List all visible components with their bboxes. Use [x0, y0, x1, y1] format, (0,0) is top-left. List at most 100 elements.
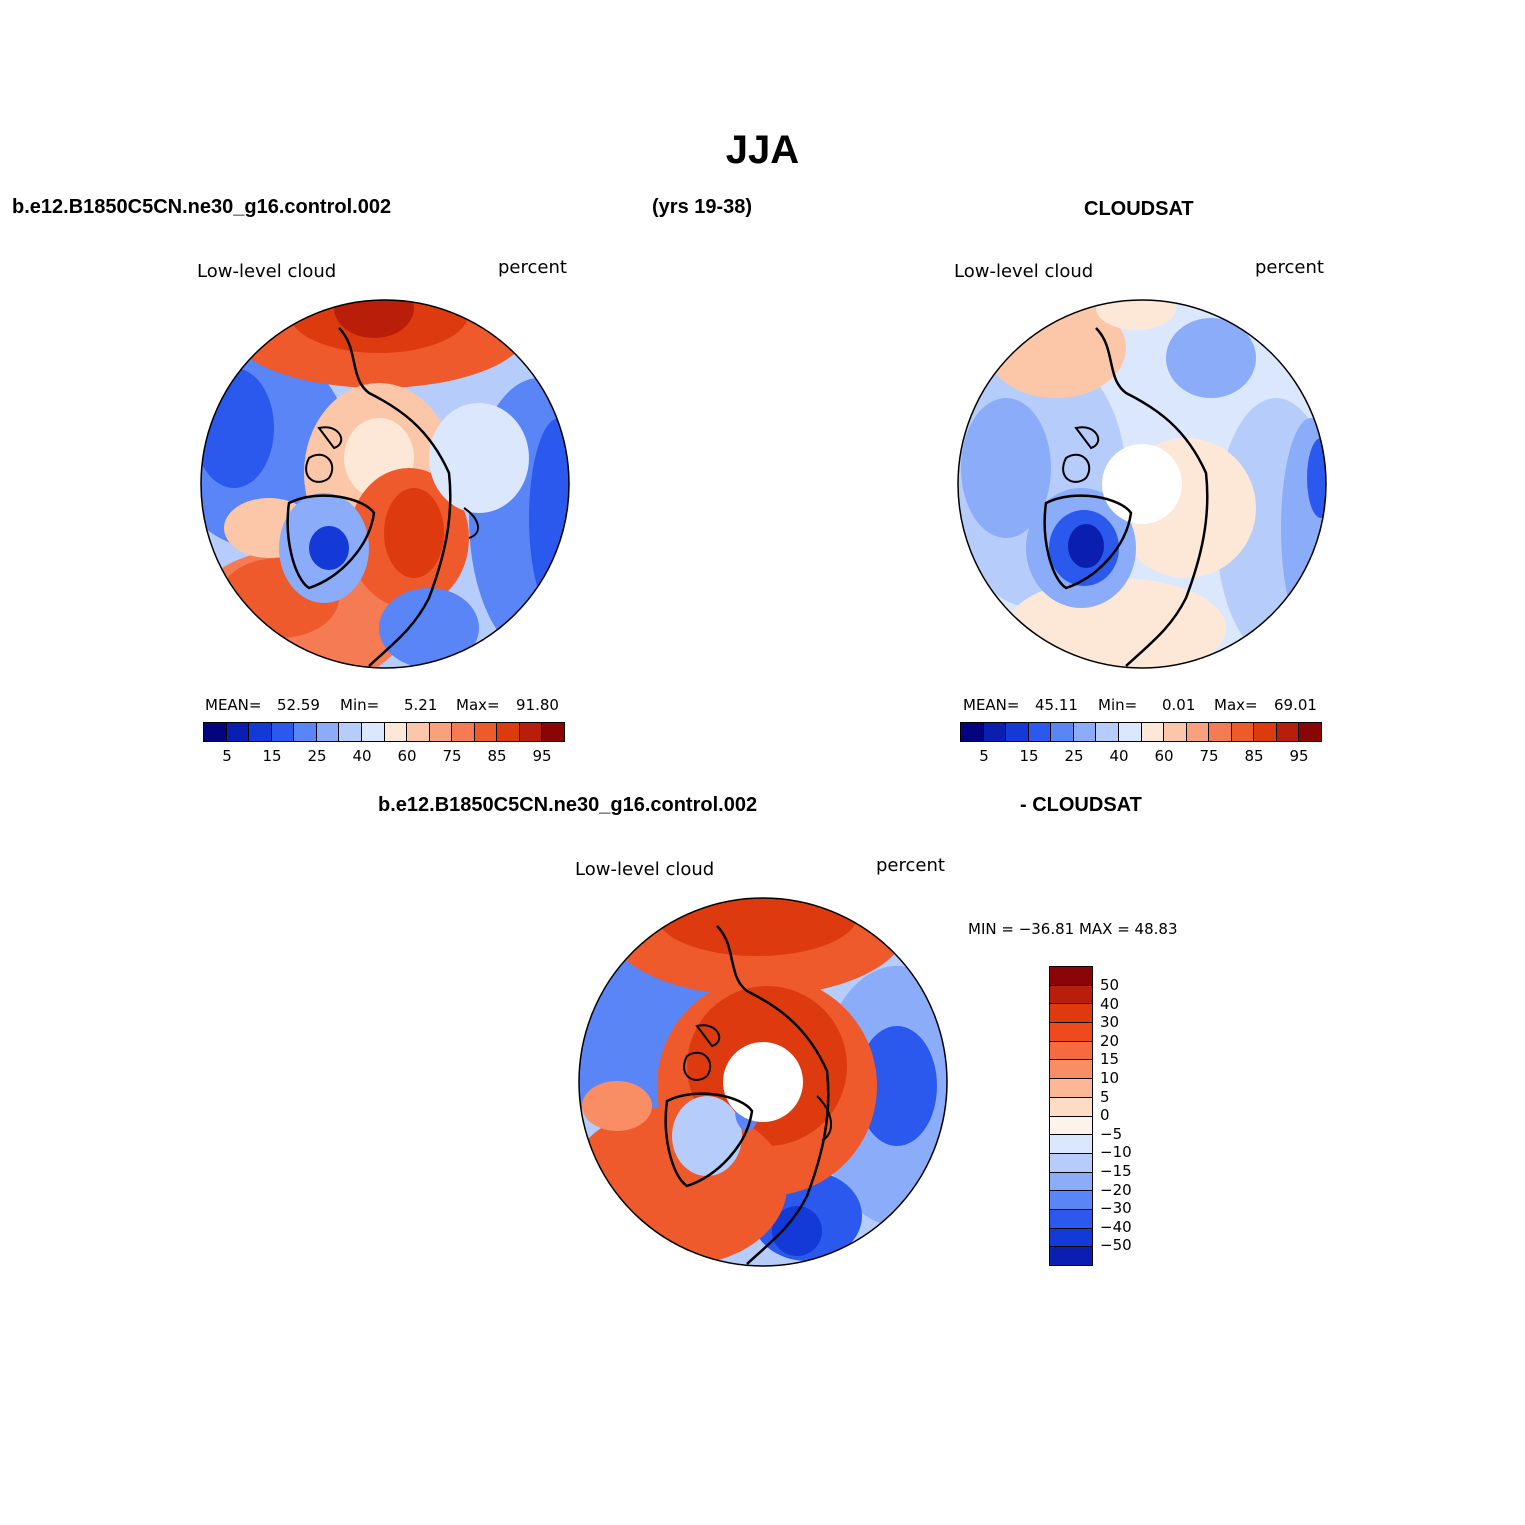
colorbar-tick-label: 85 [1244, 747, 1264, 765]
colorbar-swatch [1005, 723, 1028, 741]
colorbar-tick-label: 50 [1100, 976, 1120, 994]
model-colorbar [203, 722, 565, 742]
obs-variable-label: Low-level cloud [954, 261, 1094, 282]
colorbar-swatch [1050, 984, 1092, 1004]
colorbar-tick-label: 15 [1100, 1050, 1120, 1069]
obs-max-value: 69.01 [1274, 696, 1317, 714]
colorbar-swatch [315, 723, 339, 741]
years-label: (yrs 19-38) [652, 196, 753, 218]
colorbar-tick-label: 10 [1100, 1069, 1120, 1087]
colorbar-swatch [1140, 723, 1164, 741]
model-max-label: Max= [456, 696, 500, 714]
model-min-label: Min= [340, 696, 380, 714]
obs-polar-map [957, 299, 1327, 669]
colorbar-swatch [406, 723, 429, 741]
diff-variable-label: Low-level cloud [575, 859, 715, 880]
model-min-value: 5.21 [404, 696, 438, 714]
colorbar-swatch [1275, 723, 1299, 741]
model-max-value: 91.80 [516, 696, 559, 714]
colorbar-tick-label: 20 [1100, 1031, 1120, 1050]
diff-obs-name: - CLOUDSAT [1020, 794, 1142, 816]
colorbar-tick-label: −15 [1100, 1162, 1132, 1180]
model-units-label: percent [498, 257, 567, 278]
diff-minmax-text: MIN = −36.81 MAX = 48.83 [968, 920, 1178, 938]
model-polar-map [200, 299, 570, 669]
colorbar-tick-label: −5 [1100, 1124, 1123, 1143]
colorbar-swatch [1050, 1115, 1092, 1135]
colorbar-tick-label: 75 [442, 747, 462, 765]
colorbar-swatch [982, 723, 1006, 741]
colorbar-swatch [338, 723, 361, 741]
colorbar-swatch [1163, 723, 1186, 741]
colorbar-swatch [1050, 1227, 1092, 1247]
colorbar-swatch [1230, 723, 1254, 741]
diff-units-label: percent [876, 855, 945, 876]
diff-case-name: b.e12.B1850C5CN.ne30_g16.control.002 [378, 794, 758, 816]
obs-mean-value: 45.11 [1035, 696, 1078, 714]
obs-mean-label: MEAN= [963, 696, 1020, 714]
colorbar-swatch [270, 723, 294, 741]
colorbar-swatch [473, 723, 497, 741]
colorbar-swatch [1050, 967, 1092, 985]
colorbar-swatch [1050, 1003, 1092, 1023]
colorbar-tick-label: 15 [262, 747, 282, 765]
diff-colorbar [1049, 966, 1093, 1266]
obs-min-label: Min= [1098, 696, 1138, 714]
colorbar-tick-label: 25 [307, 747, 327, 765]
colorbar-swatch [1050, 723, 1073, 741]
colorbar-tick-label: 5 [1100, 1087, 1110, 1106]
colorbar-tick-label: −20 [1100, 1180, 1132, 1199]
colorbar-tick-label: 5 [979, 747, 989, 765]
colorbar-tick-label: 30 [1100, 1013, 1120, 1032]
colorbar-tick-label: −10 [1100, 1143, 1132, 1162]
colorbar-tick-label: 15 [1019, 747, 1039, 765]
colorbar-swatch [1050, 1059, 1092, 1079]
figure-title: JJA [725, 128, 800, 172]
colorbar-swatch [1050, 1208, 1092, 1228]
colorbar-tick-label: 85 [487, 747, 507, 765]
colorbar-swatch [1050, 1040, 1092, 1060]
colorbar-swatch [1050, 1246, 1092, 1265]
colorbar-swatch [1185, 723, 1209, 741]
colorbar-swatch [1050, 1134, 1092, 1153]
colorbar-swatch [961, 723, 983, 741]
colorbar-tick-label: 40 [1100, 994, 1120, 1013]
obs-colorbar [960, 722, 1322, 742]
colorbar-tick-label: 95 [1289, 747, 1309, 765]
colorbar-swatch [360, 723, 384, 741]
obs-max-label: Max= [1214, 696, 1258, 714]
colorbar-swatch [1298, 723, 1321, 741]
colorbar-swatch [1050, 1078, 1092, 1097]
diff-polar-map [578, 897, 948, 1267]
colorbar-swatch [1072, 723, 1096, 741]
case-name: b.e12.B1850C5CN.ne30_g16.control.002 [12, 196, 392, 218]
colorbar-tick-label: 40 [352, 747, 372, 765]
colorbar-tick-label: 60 [397, 747, 417, 765]
colorbar-swatch [496, 723, 519, 741]
model-variable-label: Low-level cloud [197, 261, 337, 282]
colorbar-tick-label: −40 [1100, 1217, 1132, 1236]
colorbar-swatch [383, 723, 407, 741]
obs-min-value: 0.01 [1162, 696, 1196, 714]
colorbar-swatch [1095, 723, 1118, 741]
colorbar-swatch [248, 723, 271, 741]
colorbar-swatch [1208, 723, 1231, 741]
colorbar-swatch [518, 723, 542, 741]
colorbar-tick-label: −50 [1100, 1236, 1132, 1255]
colorbar-tick-label: 5 [222, 747, 232, 765]
colorbar-tick-label: 0 [1100, 1106, 1110, 1125]
colorbar-swatch [1253, 723, 1276, 741]
colorbar-swatch [451, 723, 474, 741]
colorbar-swatch [225, 723, 249, 741]
colorbar-tick-label: 25 [1064, 747, 1084, 765]
colorbar-tick-label: 75 [1199, 747, 1219, 765]
colorbar-tick-label: 40 [1109, 747, 1129, 765]
colorbar-swatch [1050, 1171, 1092, 1191]
obs-name: CLOUDSAT [1084, 198, 1194, 220]
colorbar-swatch [1050, 1190, 1092, 1209]
colorbar-swatch [1117, 723, 1141, 741]
colorbar-tick-label: 60 [1154, 747, 1174, 765]
model-mean-value: 52.59 [277, 696, 320, 714]
colorbar-swatch [1027, 723, 1051, 741]
colorbar-swatch [1050, 1096, 1092, 1116]
